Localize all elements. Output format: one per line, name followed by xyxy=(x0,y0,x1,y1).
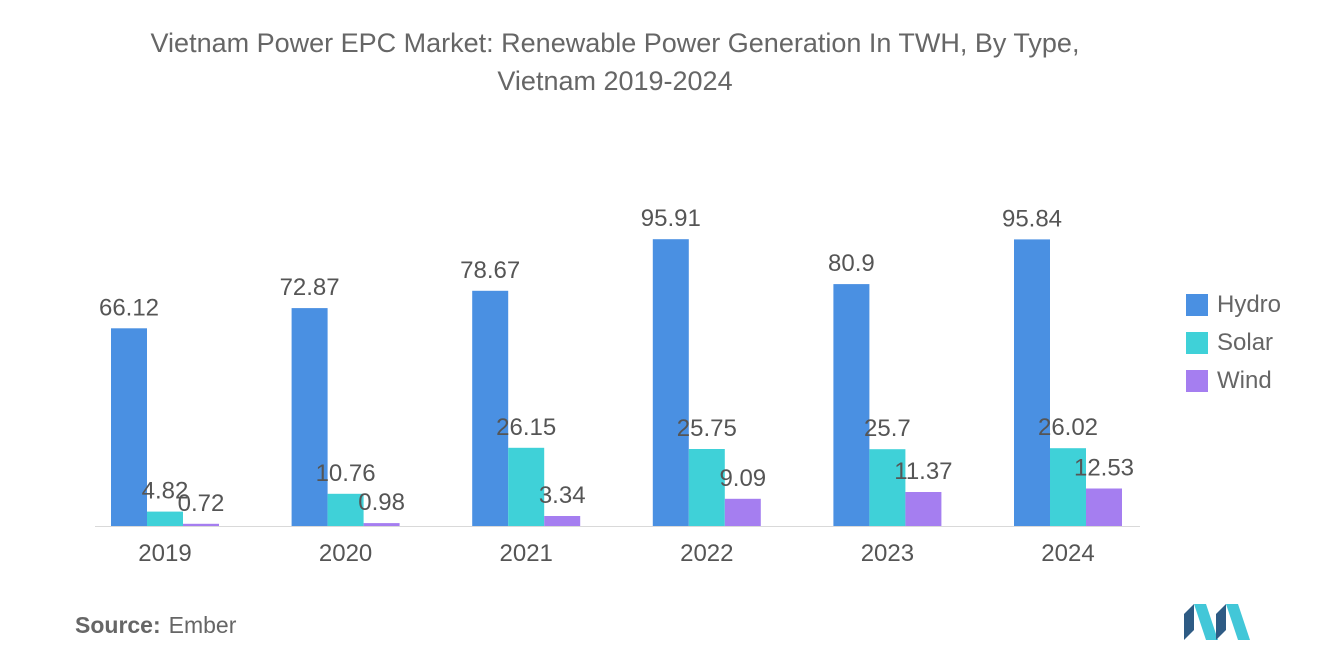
legend-label-solar: Solar xyxy=(1217,329,1274,356)
value-label-solar-2022: 25.75 xyxy=(677,415,737,442)
value-label-wind-2019: 0.72 xyxy=(178,490,225,517)
legend-item-wind: Wind xyxy=(1186,362,1281,400)
legend-swatch-hydro xyxy=(1186,294,1208,316)
value-label-hydro-2019: 66.12 xyxy=(99,294,159,321)
value-label-wind-2024: 12.53 xyxy=(1074,455,1134,482)
bar-hydro-2024 xyxy=(1014,239,1050,526)
bar-solar-2024 xyxy=(1050,448,1086,526)
bars-layer xyxy=(111,239,1122,526)
x-tick-label-2022: 2022 xyxy=(680,540,733,567)
bar-hydro-2020 xyxy=(291,308,328,526)
legend-item-solar: Solar xyxy=(1186,324,1281,362)
x-tick-label-2023: 2023 xyxy=(861,540,914,567)
bar-wind-2019 xyxy=(183,523,219,526)
bar-wind-2021 xyxy=(544,516,581,526)
value-label-wind-2021: 3.34 xyxy=(539,482,586,509)
chart-title-line-2: Vietnam 2019-2024 xyxy=(497,66,733,96)
legend-swatch-wind xyxy=(1186,370,1208,392)
bar-wind-2024 xyxy=(1086,488,1122,526)
bar-hydro-2021 xyxy=(472,290,509,526)
value-label-wind-2022: 9.09 xyxy=(719,465,766,492)
source-value: Ember xyxy=(168,612,237,638)
value-label-solar-2020: 10.76 xyxy=(316,460,376,487)
value-label-hydro-2023: 80.9 xyxy=(828,250,875,277)
value-label-solar-2023: 25.7 xyxy=(864,415,911,442)
brand-logo-icon xyxy=(1184,604,1250,640)
bar-solar-2019 xyxy=(147,511,183,526)
bar-solar-2020 xyxy=(327,493,364,526)
value-label-hydro-2021: 78.67 xyxy=(460,257,520,284)
chart-title: Vietnam Power EPC Market: Renewable Powe… xyxy=(20,24,1210,100)
bar-hydro-2019 xyxy=(111,328,147,526)
x-tick-label-2024: 2024 xyxy=(1041,540,1094,567)
value-label-hydro-2024: 95.84 xyxy=(1002,205,1062,232)
x-tick-label-2020: 2020 xyxy=(319,540,372,567)
source-label: Source: xyxy=(75,612,161,638)
legend-label-wind: Wind xyxy=(1217,367,1272,394)
x-tick-label-2021: 2021 xyxy=(500,540,553,567)
bar-solar-2021 xyxy=(508,447,545,526)
source-note: Source: Ember xyxy=(75,612,236,639)
chart-title-line-1: Vietnam Power EPC Market: Renewable Powe… xyxy=(150,28,1080,58)
legend-label-hydro: Hydro xyxy=(1217,291,1282,318)
bar-solar-2023 xyxy=(869,449,906,526)
bar-hydro-2022 xyxy=(652,239,689,526)
value-label-solar-2019: 4.82 xyxy=(142,478,189,505)
value-label-solar-2024: 26.02 xyxy=(1038,414,1098,441)
bar-hydro-2023 xyxy=(833,284,870,526)
value-label-hydro-2022: 95.91 xyxy=(641,205,701,232)
value-label-wind-2023: 11.37 xyxy=(894,458,952,485)
x-axis: 2019 2020 2021 2022 2023 2024 xyxy=(95,526,1140,567)
value-label-wind-2020: 0.98 xyxy=(358,489,405,516)
bar-wind-2022 xyxy=(724,498,761,526)
value-labels-layer: 66.12 4.820.72 72.87 10.760.98 78.67 26.15 3.3… xyxy=(99,205,1134,517)
bar-wind-2023 xyxy=(905,492,942,526)
legend: Hydro Solar Wind xyxy=(1186,286,1281,400)
bar-wind-2020 xyxy=(363,523,400,526)
value-label-hydro-2020: 72.87 xyxy=(280,274,340,301)
legend-swatch-solar xyxy=(1186,332,1208,354)
bar-solar-2022 xyxy=(688,449,725,526)
value-label-solar-2021: 26.15 xyxy=(496,414,556,441)
legend-item-hydro: Hydro xyxy=(1186,286,1281,324)
x-tick-label-2019: 2019 xyxy=(138,540,191,567)
